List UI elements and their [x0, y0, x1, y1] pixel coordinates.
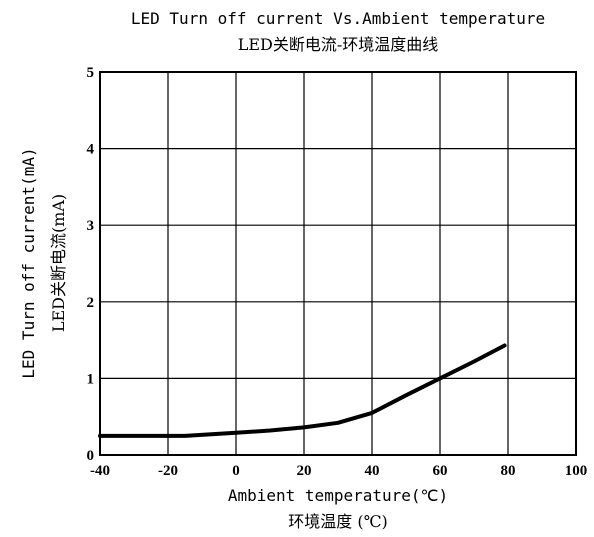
y-tick-label: 0	[87, 448, 95, 464]
chart-subtitle: LED关断电流-环境温度曲线	[238, 35, 439, 54]
grid-lines	[99, 71, 577, 456]
y-tick-label: 5	[87, 65, 95, 81]
x-tick-label: 80	[501, 463, 516, 479]
x-tick-label: 40	[365, 463, 380, 479]
y-tick-label: 1	[87, 371, 95, 387]
x-tick-label: 0	[232, 463, 240, 479]
plot-frame	[99, 71, 577, 456]
y-tick-label: 2	[87, 295, 95, 311]
series-line	[98, 343, 507, 438]
y-tick-label: 3	[87, 218, 95, 234]
x-tick-label: -40	[90, 463, 110, 479]
x-tick-label: -20	[158, 463, 178, 479]
x-tick-label: 20	[297, 463, 312, 479]
x-tick-label: 60	[433, 463, 448, 479]
x-axis-label-cn: 环境温度 (℃)	[288, 512, 387, 531]
x-axis-ticks: -40 -20 0 20 40 60 80 100	[90, 463, 587, 479]
x-axis-label: Ambient temperature(℃)	[228, 486, 448, 505]
y-axis-ticks: 0 1 2 3 4 5	[87, 65, 95, 464]
chart-title: LED Turn off current Vs.Ambient temperat…	[131, 9, 545, 28]
x-tick-label: 100	[565, 463, 588, 479]
y-axis-label-cn: LED关断电流(mA)	[49, 194, 68, 332]
y-tick-label: 4	[87, 142, 95, 158]
y-axis-label: LED Turn off current(mA)	[19, 147, 38, 378]
